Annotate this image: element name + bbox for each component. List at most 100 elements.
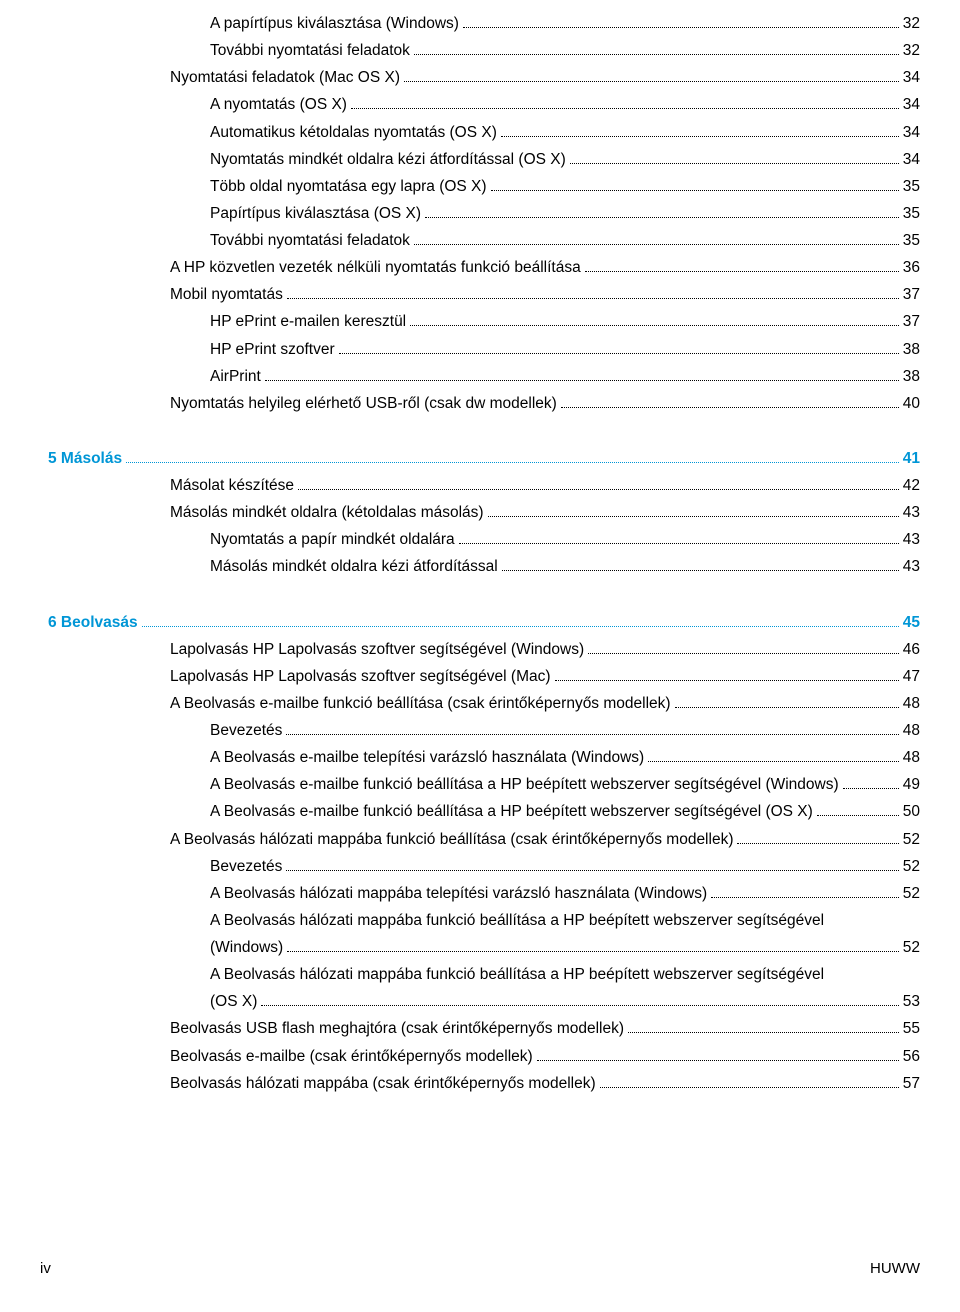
leader-dots [737, 843, 898, 844]
leader-dots [502, 570, 899, 571]
leader-dots [843, 788, 899, 789]
section-6-heading[interactable]: 6 Beolvasás 45 [40, 609, 920, 636]
toc-entry-cont[interactable]: (Windows) 52 [40, 934, 920, 961]
toc-entry[interactable]: HP ePrint szoftver38 [40, 336, 920, 363]
leader-dots [286, 870, 898, 871]
toc-entry[interactable]: Beolvasás hálózati mappába (csak érintők… [40, 1070, 920, 1097]
toc-entry[interactable]: Nyomtatás helyileg elérhető USB-ről (csa… [40, 390, 920, 417]
leader-dots [287, 951, 899, 952]
toc-entry[interactable]: A papírtípus kiválasztása (Windows)32 [40, 10, 920, 37]
leader-dots [351, 108, 899, 109]
section-page: 45 [903, 609, 920, 636]
toc-entry[interactable]: Papírtípus kiválasztása (OS X)35 [40, 200, 920, 227]
toc-label: Mobil nyomtatás [170, 281, 283, 308]
toc-entry[interactable]: A Beolvasás e-mailbe telepítési varázsló… [40, 744, 920, 771]
toc-entry[interactable]: A Beolvasás e-mailbe funkció beállítása … [40, 798, 920, 825]
toc-entry[interactable]: Nyomtatás a papír mindkét oldalára43 [40, 526, 920, 553]
toc-page: 34 [903, 146, 920, 173]
page-footer: iv HUWW [40, 1260, 920, 1277]
leader-dots [265, 380, 899, 381]
toc-entry[interactable]: Beolvasás e-mailbe (csak érintőképernyős… [40, 1043, 920, 1070]
leader-dots [555, 680, 899, 681]
toc-label: További nyomtatási feladatok [210, 37, 410, 64]
toc-entry[interactable]: Bevezetés52 [40, 853, 920, 880]
toc-entry[interactable]: A Beolvasás e-mailbe funkció beállítása … [40, 690, 920, 717]
toc-page: 52 [903, 826, 920, 853]
toc-entry[interactable]: Beolvasás USB flash meghajtóra (csak éri… [40, 1015, 920, 1042]
toc-label: Bevezetés [210, 853, 282, 880]
toc-page: 43 [903, 553, 920, 580]
toc-page: 43 [903, 499, 920, 526]
toc-label: A nyomtatás (OS X) [210, 91, 347, 118]
leader-dots [488, 516, 899, 517]
leader-dots [537, 1060, 899, 1061]
toc-entry[interactable]: Lapolvasás HP Lapolvasás szoftver segíts… [40, 636, 920, 663]
leader-dots [298, 489, 899, 490]
section-5-heading[interactable]: 5 Másolás 41 [40, 445, 920, 472]
toc-block-3: Lapolvasás HP Lapolvasás szoftver segíts… [40, 636, 920, 1097]
toc-entry[interactable]: Mobil nyomtatás 37 [40, 281, 920, 308]
toc-page: 48 [903, 717, 920, 744]
toc-page: 37 [903, 281, 920, 308]
section-label: 5 Másolás [48, 445, 122, 472]
toc-entry[interactable]: Másolás mindkét oldalra kézi átfordításs… [40, 553, 920, 580]
page: A papírtípus kiválasztása (Windows)32Tov… [0, 0, 960, 1312]
toc-label: A Beolvasás e-mailbe funkció beállítása … [210, 798, 813, 825]
section-page: 41 [903, 445, 920, 472]
toc-page: 52 [903, 934, 920, 961]
toc-entry[interactable]: A HP közvetlen vezeték nélküli nyomtatás… [40, 254, 920, 281]
toc-page: 52 [903, 880, 920, 907]
toc-entry[interactable]: Bevezetés48 [40, 717, 920, 744]
toc-block-2: Másolat készítése42Másolás mindkét oldal… [40, 472, 920, 581]
toc-page: 48 [903, 690, 920, 717]
toc-page: 37 [903, 308, 920, 335]
toc-entry[interactable]: HP ePrint e-mailen keresztül 37 [40, 308, 920, 335]
leader-dots [585, 271, 899, 272]
leader-dots [491, 190, 899, 191]
leader-dots [588, 653, 899, 654]
toc-entry[interactable]: A Beolvasás e-mailbe funkció beállítása … [40, 771, 920, 798]
toc-page: 53 [903, 988, 920, 1015]
toc-label: A Beolvasás hálózati mappába telepítési … [210, 880, 707, 907]
toc-label: (OS X) [210, 988, 257, 1015]
toc-page: 46 [903, 636, 920, 663]
toc-entry[interactable]: Nyomtatási feladatok (Mac OS X)34 [40, 64, 920, 91]
toc-entry[interactable]: Automatikus kétoldalas nyomtatás (OS X)3… [40, 119, 920, 146]
toc-label: A Beolvasás e-mailbe funkció beállítása … [170, 690, 671, 717]
toc-entry[interactable]: AirPrint38 [40, 363, 920, 390]
leader-dots [459, 543, 899, 544]
toc-label: Nyomtatás helyileg elérhető USB-ről (csa… [170, 390, 557, 417]
leader-dots [711, 897, 899, 898]
toc-label: Másolás mindkét oldalra kézi átfordításs… [210, 553, 498, 580]
toc-page: 34 [903, 91, 920, 118]
toc-entry[interactable]: A Beolvasás hálózati mappába funkció beá… [40, 826, 920, 853]
toc-entry[interactable]: További nyomtatási feladatok32 [40, 37, 920, 64]
toc-entry[interactable]: A nyomtatás (OS X) 34 [40, 91, 920, 118]
toc-entry[interactable]: Másolás mindkét oldalra (kétoldalas máso… [40, 499, 920, 526]
toc-label: Másolat készítése [170, 472, 294, 499]
toc-entry[interactable]: Lapolvasás HP Lapolvasás szoftver segíts… [40, 663, 920, 690]
leader-dots [463, 27, 899, 28]
toc-label: HP ePrint szoftver [210, 336, 335, 363]
toc-page: 49 [903, 771, 920, 798]
toc-entry[interactable]: Nyomtatás mindkét oldalra kézi átfordítá… [40, 146, 920, 173]
toc-entry-cont[interactable]: (OS X) 53 [40, 988, 920, 1015]
toc-page: 35 [903, 173, 920, 200]
toc-page: 57 [903, 1070, 920, 1097]
toc-label: (Windows) [210, 934, 283, 961]
toc-page: 34 [903, 119, 920, 146]
toc-entry[interactable]: Több oldal nyomtatása egy lapra (OS X) 35 [40, 173, 920, 200]
toc-block-1: A papírtípus kiválasztása (Windows)32Tov… [40, 10, 920, 417]
leader-dots [425, 217, 899, 218]
toc-entry[interactable]: Másolat készítése42 [40, 472, 920, 499]
toc-entry[interactable]: További nyomtatási feladatok35 [40, 227, 920, 254]
toc-label: A Beolvasás hálózati mappába funkció beá… [170, 826, 733, 853]
toc-label: A Beolvasás hálózati mappába funkció beá… [210, 961, 824, 988]
toc-entry[interactable]: A Beolvasás hálózati mappába funkció beá… [40, 961, 920, 988]
toc-entry[interactable]: A Beolvasás hálózati mappába telepítési … [40, 880, 920, 907]
toc-label: Több oldal nyomtatása egy lapra (OS X) [210, 173, 487, 200]
toc-entry[interactable]: A Beolvasás hálózati mappába funkció beá… [40, 907, 920, 934]
toc-label: HP ePrint e-mailen keresztül [210, 308, 406, 335]
toc-page: 35 [903, 227, 920, 254]
leader-dots [817, 815, 899, 816]
